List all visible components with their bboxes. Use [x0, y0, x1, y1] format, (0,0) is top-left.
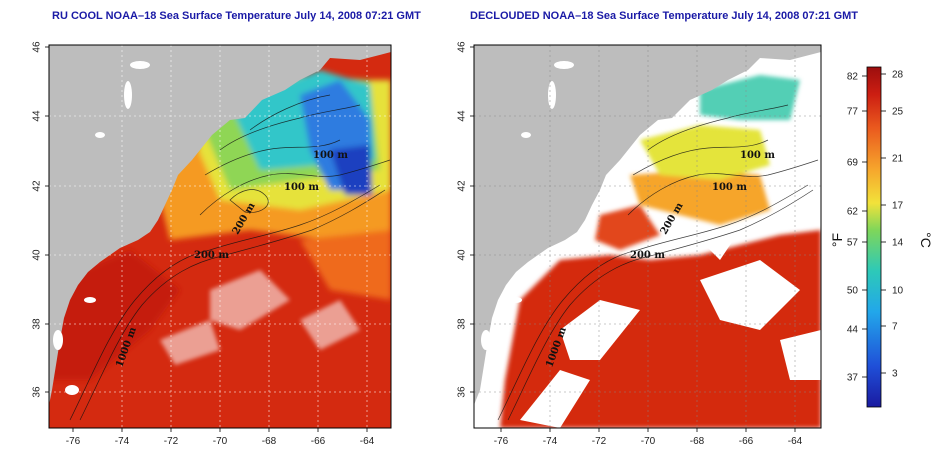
x-tick-label: -74 — [543, 436, 558, 447]
fahrenheit-tick-label: 82 — [847, 72, 859, 83]
x-tick-label: -72 — [592, 436, 607, 447]
graticule — [474, 45, 821, 428]
fahrenheit-tick-label: 69 — [847, 158, 859, 169]
declouded-warm-shelf — [595, 205, 660, 250]
y-tick-label: 40 — [457, 249, 468, 261]
right-map-panel: 100 m 100 m 200 m 200 m 1000 m — [474, 45, 821, 428]
graticule — [49, 45, 391, 428]
y-tick-label: 38 — [457, 318, 468, 330]
fahrenheit-tick-label: 44 — [847, 325, 859, 336]
celsius-unit-label: °C — [918, 232, 934, 248]
y-tick-label: 36 — [32, 386, 43, 398]
celsius-tick-label: 17 — [892, 201, 904, 212]
celsius-tick-label: 25 — [892, 107, 904, 118]
fahrenheit-tick-label: 62 — [847, 207, 859, 218]
land-mass — [49, 45, 391, 405]
x-tick-label: -64 — [788, 436, 803, 447]
x-tick-label: -74 — [115, 436, 130, 447]
left-map-panel: 100 m 100 m 200 m 200 m 1000 m — [49, 45, 391, 428]
fahrenheit-tick-label: 50 — [847, 286, 859, 297]
bathymetry-contours — [497, 104, 819, 421]
x-tick-label: -76 — [494, 436, 509, 447]
y-tick-label: 46 — [32, 41, 43, 53]
right-map-frame — [473, 44, 822, 429]
y-tick-label: 44 — [32, 110, 43, 122]
y-tick-label: 40 — [32, 249, 43, 261]
cloud-streaks — [160, 270, 360, 365]
left-map-title: RU COOL NOAA–18 Sea Surface Temperature … — [52, 10, 421, 22]
x-tick-label: -68 — [690, 436, 705, 447]
y-tick-label: 42 — [32, 180, 43, 192]
celsius-tick-label: 14 — [892, 238, 904, 249]
x-tick-label: -66 — [739, 436, 754, 447]
celsius-tick-label: 10 — [892, 286, 904, 297]
cloud-mask — [520, 230, 821, 428]
y-tick-label: 36 — [457, 386, 468, 398]
celsius-tick-label: 21 — [892, 154, 904, 165]
declouded-cold-patch — [700, 75, 800, 120]
contour-label: 100 m — [313, 150, 348, 161]
colorbar-gradient — [866, 66, 882, 408]
left-map-axes: -76 -74 -72 -70 -68 -66 -64 46 44 42 40 38 36 — [32, 41, 375, 447]
bathymetry-contours — [69, 94, 391, 421]
y-tick-label: 42 — [457, 180, 468, 192]
y-tick-label: 44 — [457, 110, 468, 122]
contour-label: 200 m — [194, 250, 229, 261]
x-tick-label: -64 — [360, 436, 375, 447]
contour-label: 100 m — [740, 150, 775, 161]
land-mass — [474, 45, 821, 405]
x-tick-label: -76 — [66, 436, 81, 447]
x-tick-label: -66 — [311, 436, 326, 447]
declouded-cool-patch — [640, 125, 770, 180]
celsius-tick-label: 3 — [892, 369, 898, 380]
fahrenheit-tick-label: 57 — [847, 238, 859, 249]
right-map-axes: -76 -74 -72 -70 -68 -66 -64 46 44 42 40 38 36 — [457, 41, 803, 447]
contour-label: 200 m — [630, 250, 665, 261]
y-tick-label: 38 — [32, 318, 43, 330]
x-tick-label: -70 — [641, 436, 656, 447]
x-tick-label: -72 — [164, 436, 179, 447]
fahrenheit-tick-label: 77 — [847, 107, 859, 118]
contour-label: 100 m — [284, 182, 319, 193]
colorbar: 82 77 69 62 57 50 44 37 28 25 21 17 14 10 7 3 °F °C — [829, 66, 934, 408]
fahrenheit-unit-label: °F — [829, 233, 845, 247]
contour-label: 100 m — [712, 182, 747, 193]
land-lakes — [481, 61, 574, 350]
fahrenheit-tick-label: 37 — [847, 373, 859, 384]
land-lakes — [53, 61, 150, 395]
celsius-tick-label: 7 — [892, 322, 898, 333]
x-tick-label: -68 — [262, 436, 277, 447]
declouded-mid-temp — [630, 170, 770, 225]
celsius-tick-label: 28 — [892, 70, 904, 81]
y-tick-label: 46 — [457, 41, 468, 53]
x-tick-label: -70 — [213, 436, 228, 447]
right-map-title: DECLOUDED NOAA–18 Sea Surface Temperatur… — [470, 10, 859, 22]
